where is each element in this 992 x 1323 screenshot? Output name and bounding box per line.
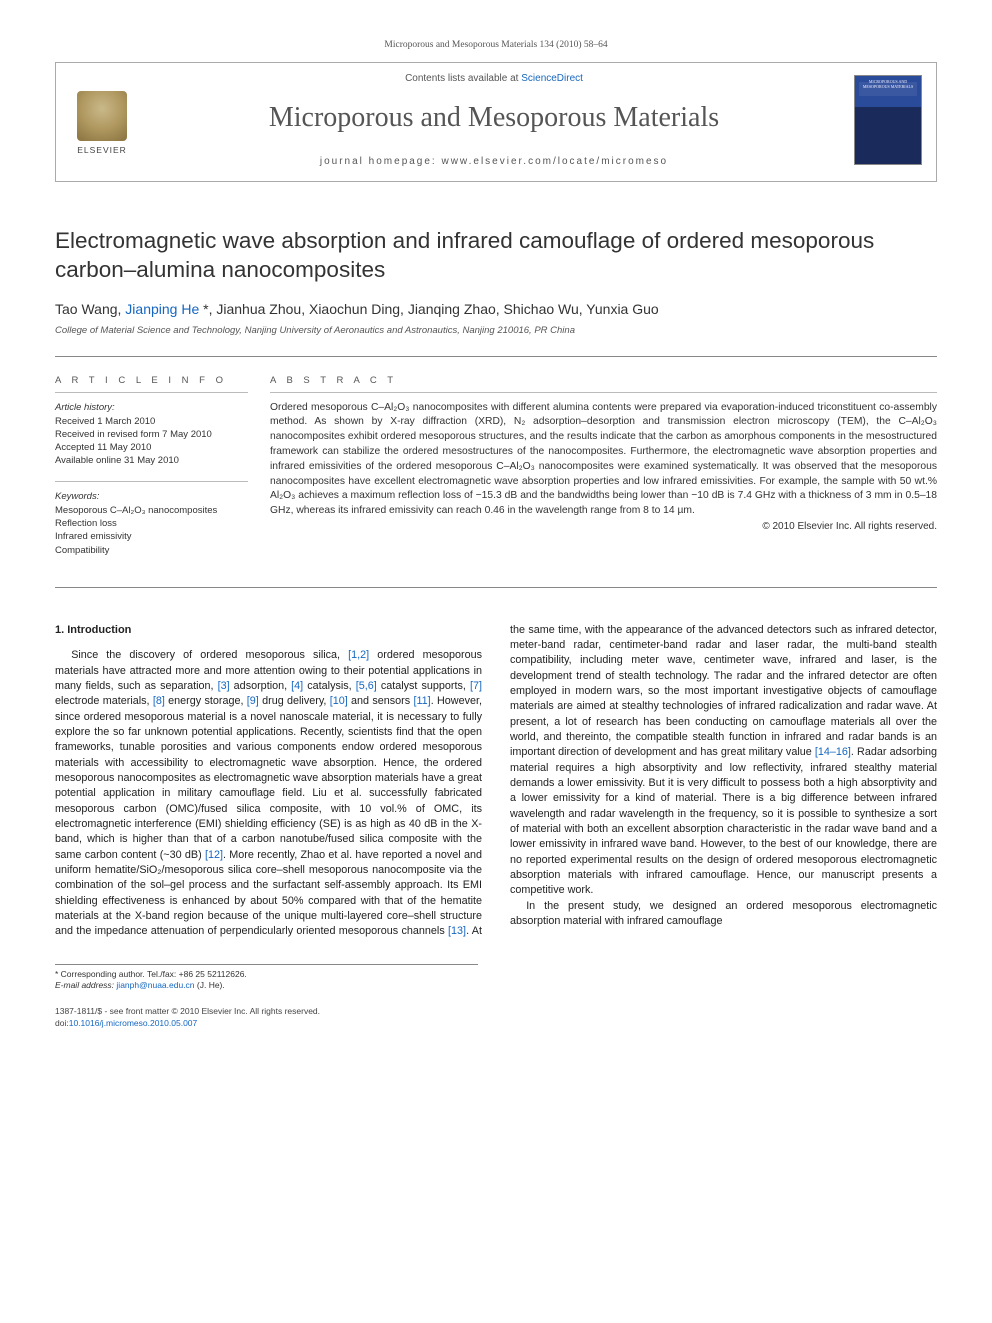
citation-link[interactable]: [3] <box>218 680 230 692</box>
article-history-block: Article history: Received 1 March 2010 R… <box>55 392 248 468</box>
journal-homepage-line: journal homepage: www.elsevier.com/locat… <box>152 156 836 167</box>
article-body: 1. Introduction Since the discovery of o… <box>55 623 937 940</box>
keywords-block: Keywords: Mesoporous C–Al₂O₃ nanocomposi… <box>55 481 248 557</box>
citation-link[interactable]: [4] <box>291 680 303 692</box>
citation-link[interactable]: [5,6] <box>356 680 377 692</box>
citation-link[interactable]: [7] <box>470 680 482 692</box>
corresponding-footnote: * Corresponding author. Tel./fax: +86 25… <box>55 964 478 993</box>
doi-line: doi:10.1016/j.micromeso.2010.05.007 <box>55 1018 937 1030</box>
citation-link[interactable]: [10] <box>330 695 348 707</box>
body-text: . Radar adsorbing material requires a hi… <box>510 746 937 896</box>
citation-link[interactable]: [11] <box>413 695 430 707</box>
keyword-item: Reflection loss <box>55 517 248 530</box>
keyword-item: Mesoporous C–Al₂O₃ nanocomposites <box>55 504 248 517</box>
keyword-item: Infrared emissivity <box>55 530 248 543</box>
affiliation: College of Material Science and Technolo… <box>55 325 937 336</box>
body-text: Since the discovery of ordered mesoporou… <box>71 649 348 661</box>
journal-cover-thumbnail: MICROPOROUS AND MESOPOROUS MATERIALS <box>854 75 922 165</box>
running-header: Microporous and Mesoporous Materials 134… <box>55 40 937 50</box>
doi-prefix: doi: <box>55 1018 69 1028</box>
keywords-label: Keywords: <box>55 490 248 503</box>
contents-available-line: Contents lists available at ScienceDirec… <box>152 73 836 84</box>
abstract-column: A B S T R A C T Ordered mesoporous C–Al₂… <box>270 357 937 557</box>
article-info-column: A R T I C L E I N F O Article history: R… <box>55 357 270 557</box>
publisher-logo: ELSEVIER <box>70 85 134 155</box>
info-abstract-row: A R T I C L E I N F O Article history: R… <box>55 357 937 557</box>
body-text: drug delivery, <box>259 695 330 707</box>
history-line: Received in revised form 7 May 2010 <box>55 428 248 441</box>
citation-link[interactable]: [8] <box>153 695 165 707</box>
abstract-heading: A B S T R A C T <box>270 375 937 386</box>
journal-masthead: ELSEVIER Contents lists available at Sci… <box>55 62 937 182</box>
body-text: electrode materials, <box>55 695 153 707</box>
citation-link[interactable]: [1,2] <box>348 649 369 661</box>
authors-rest: , Jianhua Zhou, Xiaochun Ding, Jianqing … <box>209 301 659 317</box>
article-info-heading: A R T I C L E I N F O <box>55 375 248 386</box>
body-text: and sensors <box>348 695 414 707</box>
body-text: . However, since ordered mesoporous mate… <box>55 695 482 860</box>
keyword-item: Compatibility <box>55 544 248 557</box>
history-line: Accepted 11 May 2010 <box>55 441 248 454</box>
abstract-copyright: © 2010 Elsevier Inc. All rights reserved… <box>270 521 937 532</box>
corresponding-author-link[interactable]: Jianping He <box>125 301 199 317</box>
elsevier-tree-icon <box>77 91 127 141</box>
body-text: energy storage, <box>165 695 247 707</box>
sciencedirect-link[interactable]: ScienceDirect <box>521 73 583 84</box>
journal-title: Microporous and Mesoporous Materials <box>152 102 836 134</box>
issn-copyright-line: 1387-1811/$ - see front matter © 2010 El… <box>55 1006 937 1018</box>
publisher-name: ELSEVIER <box>77 145 127 155</box>
body-text: the X-band region because of the unique … <box>55 910 482 937</box>
article-title: Electromagnetic wave absorption and infr… <box>55 227 937 285</box>
body-text: catalysis, <box>303 680 356 692</box>
email-line: E-mail address: jianph@nuaa.edu.cn (J. H… <box>55 980 478 992</box>
cover-title-text: MICROPOROUS AND MESOPOROUS MATERIALS <box>859 80 917 90</box>
email-suffix: (J. He). <box>195 980 225 990</box>
history-line: Received 1 March 2010 <box>55 415 248 428</box>
publication-meta: 1387-1811/$ - see front matter © 2010 El… <box>55 1006 937 1030</box>
citation-link[interactable]: [13] <box>448 925 466 937</box>
history-label: Article history: <box>55 401 248 414</box>
corresponding-author-note: * Corresponding author. Tel./fax: +86 25… <box>55 969 478 981</box>
email-label: E-mail address: <box>55 980 116 990</box>
corresponding-marker: * <box>199 301 208 317</box>
author-list: Tao Wang, Jianping He *, Jianhua Zhou, X… <box>55 301 937 317</box>
section-1-heading: 1. Introduction <box>55 623 482 639</box>
authors-before-corr: Tao Wang, <box>55 301 125 317</box>
divider-rule <box>55 587 937 588</box>
citation-link[interactable]: [9] <box>247 695 259 707</box>
history-line: Available online 31 May 2010 <box>55 454 248 467</box>
body-text: catalyst supports, <box>377 680 470 692</box>
body-text: adsorption, <box>230 680 292 692</box>
intro-paragraph-1: Since the discovery of ordered mesoporou… <box>55 623 937 940</box>
doi-link[interactable]: 10.1016/j.micromeso.2010.05.007 <box>69 1018 198 1028</box>
abstract-text: Ordered mesoporous C–Al₂O₃ nanocomposite… <box>270 392 937 520</box>
intro-paragraph-2: In the present study, we designed an ord… <box>510 899 937 930</box>
contents-prefix: Contents lists available at <box>405 73 521 84</box>
citation-link[interactable]: [14–16] <box>815 746 851 758</box>
citation-link[interactable]: [12] <box>205 849 223 861</box>
masthead-center: Contents lists available at ScienceDirec… <box>152 73 836 167</box>
email-link[interactable]: jianph@nuaa.edu.cn <box>116 980 194 990</box>
